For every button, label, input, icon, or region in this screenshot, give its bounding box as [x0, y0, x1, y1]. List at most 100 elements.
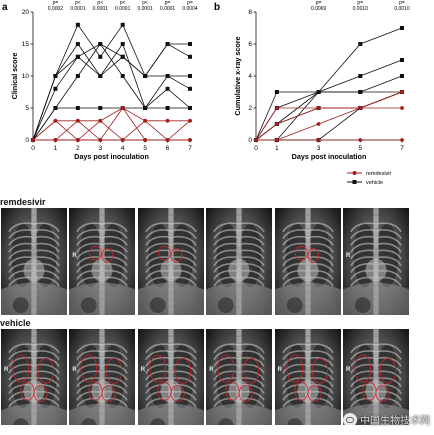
data-point-remdesivir [75, 138, 80, 142]
p-value-number: 0.0001 [93, 6, 109, 12]
x-tick-label: 1 [275, 145, 279, 152]
xray-image [137, 208, 204, 315]
y-tick-label: 4 [248, 73, 252, 80]
xray-image [69, 208, 136, 315]
spine [99, 329, 106, 425]
series-vehicle [31, 42, 192, 142]
x-tick-label: 5 [143, 145, 147, 152]
data-point-vehicle [143, 106, 148, 110]
bowel-gas [81, 418, 98, 425]
lesion-outlines [294, 246, 319, 263]
ribcage [350, 343, 402, 408]
p-value-label: p= [187, 0, 193, 6]
row-label-vehicle: vehicle [0, 318, 31, 328]
xray-panel-5: R [274, 329, 341, 425]
legend-overlay-remdesivir: remdesivir [347, 171, 392, 177]
xray-panel-5 [274, 208, 341, 315]
wechat-logo-icon [343, 412, 357, 427]
orientation-marker-r: R [140, 367, 146, 373]
bowel-gas [12, 297, 29, 314]
bowel-gas [218, 418, 234, 425]
spine [373, 329, 379, 425]
data-point-vehicle [120, 22, 125, 27]
p-value-label: p< [75, 0, 81, 6]
abdomen [206, 282, 273, 315]
series-line-remdesivir [33, 120, 190, 141]
lesion-outlines [157, 246, 182, 263]
series-vehicle [254, 90, 404, 142]
data-point-vehicle [400, 74, 404, 78]
x-tick-label: 3 [317, 145, 321, 152]
series-line-remdesivir [256, 91, 403, 141]
data-point-remdesivir [165, 138, 170, 142]
data-point-remdesivir [53, 138, 58, 142]
data-point-vehicle [188, 74, 192, 78]
data-point-vehicle [400, 26, 404, 30]
bowel-gas [12, 418, 29, 425]
data-point-vehicle [165, 74, 170, 78]
p-value-number: 0.0002 [48, 6, 64, 12]
p-value-number: 0.0001 [115, 6, 131, 12]
xray-row-vehicle: vehicle R R R R R R [0, 318, 434, 435]
p-value-number: 0.0001 [70, 6, 86, 12]
data-point-vehicle [358, 42, 363, 46]
data-point-vehicle [98, 54, 103, 59]
y-tick-label: 8 [248, 9, 252, 16]
panel-b-label: b [214, 2, 220, 13]
series-vehicle [31, 42, 192, 142]
data-point-remdesivir [75, 118, 80, 123]
series-line-remdesivir [255, 91, 403, 141]
y-tick-label: 15 [22, 41, 30, 48]
heart-shadow [365, 258, 387, 282]
data-point-remdesivir [400, 90, 404, 94]
lesion-outlines [149, 354, 191, 402]
orientation-marker-r: R [4, 367, 9, 373]
series-line-vehicle [32, 107, 190, 141]
p-value-label: p= [357, 0, 363, 6]
legend-text-remdesivir: remdesivir [366, 171, 392, 177]
data-point-remdesivir [316, 138, 321, 142]
data-point-remdesivir [143, 138, 148, 142]
data-point-vehicle [120, 74, 125, 78]
data-point-vehicle [188, 86, 192, 91]
p-value-label: p= [53, 0, 59, 6]
x-tick-label: 6 [166, 145, 170, 152]
data-point-remdesivir [274, 122, 279, 126]
data-point-vehicle [274, 90, 279, 94]
xray-image [343, 208, 409, 315]
series-line-vehicle [255, 91, 402, 141]
lesion-outlines [89, 246, 114, 263]
bowel-gas [286, 418, 303, 425]
xray-image [274, 208, 341, 315]
x-tick-label: 7 [188, 145, 192, 152]
data-point-vehicle [188, 42, 192, 46]
x-tick-label: 7 [400, 145, 404, 152]
orientation-marker-r: R [277, 367, 282, 373]
legend-overlay-vehicle: vehicle [347, 180, 383, 186]
xray-image [69, 329, 136, 425]
abdomen [343, 282, 409, 315]
heart-shadow [160, 258, 182, 282]
data-point-vehicle [75, 54, 80, 59]
xray-panel-3: R [137, 329, 204, 425]
data-point-remdesivir [98, 118, 103, 123]
data-point-vehicle [53, 106, 58, 110]
bowel-gas [286, 297, 303, 314]
x-tick-label: 0 [31, 145, 35, 152]
data-point-remdesivir [120, 106, 125, 110]
x-tick-label: 2 [76, 145, 80, 152]
series-vehicle [31, 42, 192, 142]
data-point-vehicle [358, 90, 363, 94]
series-line-vehicle [32, 43, 191, 141]
series-line-vehicle [255, 91, 403, 141]
xray-image [206, 208, 273, 315]
heart-shadow [228, 258, 250, 282]
watermark-text: 中国生物技术网 [360, 416, 430, 427]
lesion-outlines [286, 354, 328, 402]
data-point-remdesivir [274, 138, 279, 142]
series-line-remdesivir [32, 107, 190, 141]
p-value-number: 0.0001 [137, 6, 153, 12]
xray-panel-6: R [343, 329, 409, 425]
lesion-outlines [80, 354, 123, 402]
